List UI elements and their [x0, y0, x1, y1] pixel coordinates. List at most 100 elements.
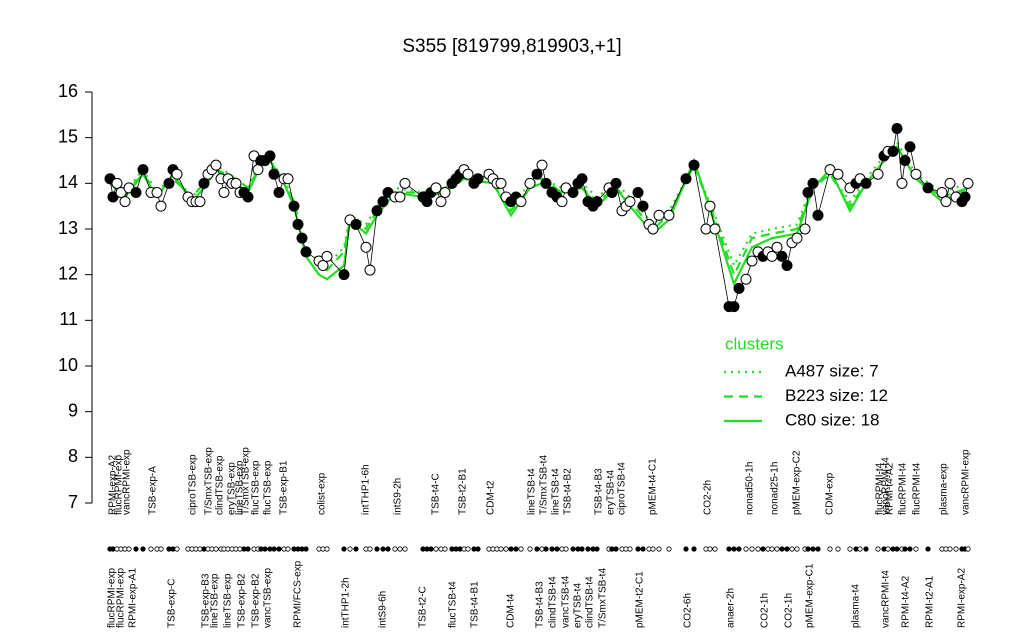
- sample-dot: [585, 546, 591, 552]
- sample-dot: [126, 546, 132, 552]
- x-label: vancRPMI-t4: [881, 457, 892, 515]
- y-tick-label: 8: [68, 446, 78, 466]
- sample-dot: [148, 546, 154, 552]
- x-label: RPMI-t4-A2: [885, 462, 896, 515]
- sample-dot: [885, 546, 891, 552]
- sample-dot: [691, 546, 697, 552]
- data-point: [591, 196, 603, 208]
- x-label: RPMI-t2-A1: [925, 575, 936, 628]
- data-point: [151, 186, 163, 198]
- sample-dot: [743, 546, 749, 552]
- x-label: clindTSB-exp: [215, 455, 226, 515]
- sample-dot: [380, 546, 386, 552]
- data-point: [567, 186, 579, 198]
- data-point: [130, 186, 142, 198]
- data-point: [647, 223, 659, 235]
- x-label: CO2-1h: [760, 593, 771, 628]
- sample-dot: [498, 546, 504, 552]
- sample-dot: [133, 546, 139, 552]
- sample-dot: [627, 546, 633, 552]
- data-point: [321, 250, 333, 262]
- sample-dot: [475, 546, 481, 552]
- data-point: [210, 159, 222, 171]
- data-point: [242, 191, 254, 203]
- y-tick-label: 16: [58, 81, 78, 101]
- sample-dot: [779, 546, 785, 552]
- data-point: [360, 241, 372, 253]
- x-label: eryTSB-t4: [573, 583, 584, 628]
- sample-dot: [712, 546, 718, 552]
- sample-dot: [158, 546, 164, 552]
- sample-dot: [271, 546, 277, 552]
- data-point: [273, 186, 285, 198]
- x-label: pMEM-t4-C1: [648, 458, 659, 515]
- sample-dot: [579, 546, 585, 552]
- x-label: colist-exp: [317, 472, 328, 515]
- data-point: [663, 209, 675, 221]
- x-label: TSB-t2-B1: [458, 468, 469, 515]
- sample-dot: [835, 546, 841, 552]
- sample-dot: [508, 546, 514, 552]
- x-label: flucTSB-t4: [448, 581, 459, 628]
- sample-dot: [731, 546, 737, 552]
- sample-dot: [789, 546, 795, 552]
- data-point: [637, 200, 649, 212]
- x-label: T/SmxTSB-exp: [241, 447, 252, 515]
- data-point: [495, 177, 507, 189]
- sample-dot: [613, 546, 619, 552]
- x-label: flucRPMI-t4: [898, 462, 909, 515]
- data-point: [799, 223, 811, 235]
- x-label: RPMI-exp-A2: [957, 568, 968, 628]
- x-label: lineTSB-t4: [527, 468, 538, 515]
- x-label: T/SmxTSB-t4: [539, 455, 550, 515]
- x-label: ciproTSB-t4: [617, 462, 628, 515]
- data-point: [292, 218, 304, 230]
- x-label: pMEM-exp-C2: [792, 450, 803, 515]
- legend-label: C80 size: 18: [785, 410, 880, 429]
- sample-dot: [755, 546, 761, 552]
- data-point: [680, 173, 692, 185]
- x-label: clindTSB-t4: [585, 576, 596, 628]
- x-label: lineTSB-t4: [551, 468, 562, 515]
- sample-dot: [341, 546, 347, 552]
- data-point: [198, 177, 210, 189]
- data-point: [300, 246, 312, 258]
- x-label: flucRPMI-exp: [116, 568, 127, 628]
- sample-dot: [760, 546, 766, 552]
- sample-dot: [769, 546, 775, 552]
- x-label: CDM-t4: [506, 593, 517, 628]
- sample-dot: [666, 546, 672, 552]
- sample-dot: [635, 546, 641, 552]
- x-label: eryTSB-exp: [227, 462, 238, 515]
- x-label: CDM-exp: [825, 472, 836, 515]
- sample-dot: [726, 546, 732, 552]
- sample-dot: [894, 546, 900, 552]
- sample-dot: [262, 546, 268, 552]
- data-point: [268, 168, 280, 180]
- sample-dot: [392, 546, 398, 552]
- x-label: TSB-t4-C: [431, 473, 442, 515]
- data-point: [111, 177, 123, 189]
- data-point: [364, 264, 376, 276]
- data-point: [872, 168, 884, 180]
- y-tick-label: 15: [58, 126, 78, 146]
- legend-label: A487 size: 7: [785, 361, 879, 380]
- sample-dot: [570, 546, 576, 552]
- data-point: [802, 186, 814, 198]
- sample-dot: [913, 546, 919, 552]
- x-label: flucRPMI-t4: [912, 462, 923, 515]
- x-label: CDM-t2: [486, 480, 497, 515]
- x-label: vancTSB-exp: [263, 568, 274, 628]
- y-tick-label: 10: [58, 355, 78, 375]
- sample-dot: [213, 546, 219, 552]
- sample-dot: [353, 546, 359, 552]
- data-point: [860, 177, 872, 189]
- x-label: flucTSB-exp: [263, 460, 274, 515]
- legend-label: B223 size: 12: [785, 386, 888, 405]
- data-point: [435, 196, 447, 208]
- sample-dot: [749, 546, 755, 552]
- data-point: [350, 218, 362, 230]
- data-point: [610, 177, 622, 189]
- x-label: intTHP1-2h: [341, 577, 352, 628]
